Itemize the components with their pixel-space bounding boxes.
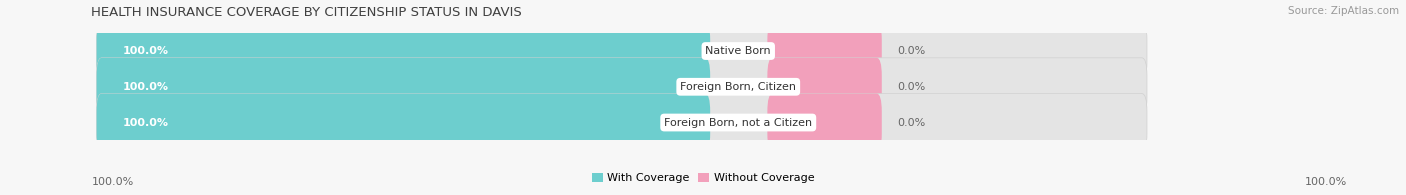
Text: Native Born: Native Born	[706, 46, 770, 56]
Text: 0.0%: 0.0%	[897, 82, 925, 92]
Text: 100.0%: 100.0%	[122, 46, 169, 56]
FancyBboxPatch shape	[97, 58, 710, 116]
Text: 100.0%: 100.0%	[122, 82, 169, 92]
FancyBboxPatch shape	[97, 58, 1147, 116]
FancyBboxPatch shape	[768, 22, 882, 80]
Text: 100.0%: 100.0%	[122, 118, 169, 128]
Text: 0.0%: 0.0%	[897, 46, 925, 56]
Text: 0.0%: 0.0%	[897, 118, 925, 128]
Text: HEALTH INSURANCE COVERAGE BY CITIZENSHIP STATUS IN DAVIS: HEALTH INSURANCE COVERAGE BY CITIZENSHIP…	[91, 6, 522, 19]
FancyBboxPatch shape	[97, 22, 710, 80]
Text: Foreign Born, Citizen: Foreign Born, Citizen	[681, 82, 796, 92]
Text: Foreign Born, not a Citizen: Foreign Born, not a Citizen	[664, 118, 813, 128]
Text: Source: ZipAtlas.com: Source: ZipAtlas.com	[1288, 6, 1399, 16]
Text: 100.0%: 100.0%	[91, 177, 134, 187]
FancyBboxPatch shape	[768, 58, 882, 116]
FancyBboxPatch shape	[97, 94, 1147, 152]
FancyBboxPatch shape	[768, 94, 882, 152]
FancyBboxPatch shape	[97, 94, 710, 152]
Legend: With Coverage, Without Coverage: With Coverage, Without Coverage	[588, 168, 818, 188]
Text: 100.0%: 100.0%	[1305, 177, 1347, 187]
FancyBboxPatch shape	[97, 22, 1147, 80]
